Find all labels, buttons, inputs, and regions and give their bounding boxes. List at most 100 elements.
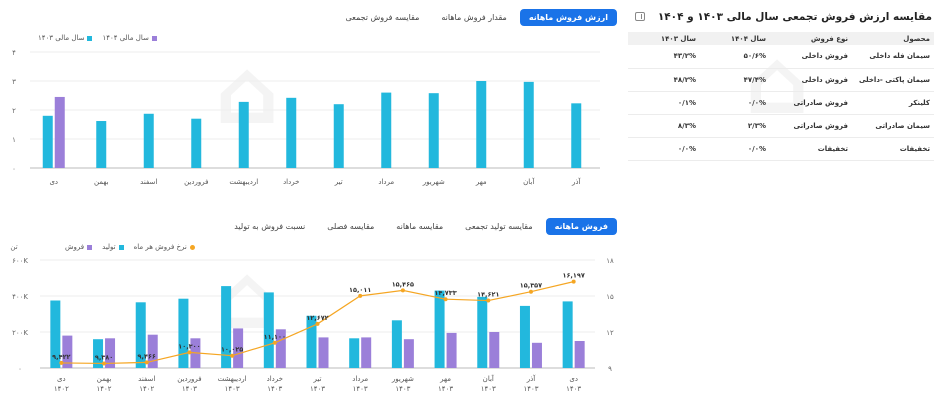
table-cell: فروش صادراتی (770, 114, 852, 138)
rate-data-label: ۹,۴۲۲ (52, 353, 70, 361)
bar-sales (318, 337, 329, 368)
legend-item-1404[interactable]: سال مالی ۱۴۰۴ (102, 34, 157, 42)
legend-swatch (87, 244, 93, 250)
tab-cumulative-sales-comparison[interactable]: مقایسه فروش تجمعی (345, 13, 420, 22)
rate-point (272, 340, 277, 345)
bar-production (477, 296, 488, 368)
tab-sales-to-production-ratio[interactable]: نسبت فروش به تولید (234, 222, 306, 231)
table-row: کلینکر فروش صادراتی ۰/۰% ۰/۱% (628, 91, 934, 115)
rate-data-label: ۹,۳۸۰ (95, 353, 113, 361)
rate-data-label: ۱۰,۳۰۰ (178, 342, 200, 350)
tab-seasonal-comparison[interactable]: مقایسه فصلی (327, 222, 375, 231)
table-row: سیمان صادراتی فروش صادراتی ۲/۳% ۸/۳% (628, 114, 934, 138)
legend-label: سال مالی ۱۴۰۳ (38, 34, 85, 42)
column-header-1403: سال ۱۴۰۳ (628, 32, 700, 45)
bar-production (306, 315, 317, 368)
table-cell: ۰/۰% (700, 91, 770, 115)
tab-monthly-sales-value[interactable]: ارزش فروش ماهانه (519, 9, 617, 26)
x-tick-label-year: ۱۴۰۳ (225, 385, 240, 393)
legend-item-production[interactable]: تولید (102, 243, 124, 251)
table-row: تخفیفات تخفیفات ۰/۰% ۰/۰% (628, 137, 934, 161)
x-tick-label: مرداد (378, 178, 394, 186)
panel-toggle-icon[interactable] (635, 12, 645, 21)
tab-cumulative-production-comparison[interactable]: مقایسه تولید تجمعی (465, 222, 533, 231)
x-tick-label-month: اسفند (138, 375, 155, 383)
legend-swatch (151, 35, 157, 41)
y-tick-label: ۰ (18, 365, 22, 373)
y-tick-label: ۲۰۰K (12, 329, 28, 337)
x-tick-label-month: آبان (483, 374, 495, 383)
x-tick-label-month: مهر (439, 375, 451, 383)
x-tick-label: خرداد (283, 178, 299, 186)
top-chart-tabs: ارزش فروش ماهانه مقدار فروش ماهانه مقایس… (336, 9, 617, 26)
x-tick-label-year: ۱۴۰۲ (139, 385, 154, 393)
x-tick-label-year: ۱۴۰۳ (566, 385, 581, 393)
rate-point (230, 353, 235, 358)
legend-item-rate[interactable]: نرخ فروش هر ماه (134, 243, 195, 251)
legend-item-sales[interactable]: فروش (65, 243, 93, 251)
table-cell: ۴۷/۴% (700, 68, 770, 92)
y-tick-label: ۴ (12, 49, 16, 57)
x-tick-label-month: مرداد (352, 375, 368, 383)
bottom-chart-tabs: فروش ماهانه مقایسه تولید تجمعی مقایسه ما… (225, 218, 617, 235)
rate-point (59, 360, 64, 365)
bar-1403 (476, 81, 487, 168)
x-tick-label-month: بهمن (97, 375, 112, 383)
table-cell: فروش داخلی (770, 45, 852, 69)
x-tick-label-year: ۱۴۰۳ (353, 385, 368, 393)
bar-1404 (54, 96, 65, 168)
table-cell: ۲/۳% (700, 114, 770, 138)
bar-production (135, 302, 146, 368)
rate-data-label: ۱۵,۴۶۵ (392, 280, 414, 288)
y-tick-label: ۶۰۰K (12, 257, 28, 265)
table-cell: ۸/۳% (628, 114, 700, 138)
bar-1403 (143, 113, 154, 168)
table-cell: سیمان پاکتی -داخلی (852, 68, 934, 92)
x-tick-label-year: ۱۴۰۳ (267, 385, 282, 393)
top-bar-chart: ۰ ۱ ۲ ۳ ۴ دی بهمن اسفند فروردین اردیبهشت خرداد تیر م… (12, 49, 600, 186)
legend-swatch (189, 244, 195, 250)
rate-data-label: ۱۱,۱۰۰ (264, 333, 286, 341)
rate-data-label: ۹,۴۶۶ (138, 352, 156, 360)
tab-monthly-sales-quantity[interactable]: مقدار فروش ماهانه (441, 13, 507, 22)
table-cell: ۰/۰% (700, 137, 770, 161)
x-tick-label: آبان (523, 177, 535, 186)
bar-1403 (286, 97, 297, 168)
legend-swatch (87, 35, 93, 41)
bar-production (434, 290, 445, 368)
bar-sales (275, 329, 286, 368)
x-tick-label-month: دی (57, 375, 66, 383)
x-tick-label: اسفند (140, 178, 157, 186)
legend-item-1403[interactable]: سال مالی ۱۴۰۳ (38, 34, 93, 42)
y-tick-label: ۲ (12, 107, 16, 115)
legend-label: سال مالی ۱۴۰۴ (102, 34, 149, 42)
y2-tick-label: ۹ (608, 365, 612, 373)
rate-point (144, 360, 149, 365)
bar-production (50, 300, 61, 368)
x-tick-label: مهر (475, 178, 487, 186)
tab-monthly-comparison[interactable]: مقایسه ماهانه (396, 222, 444, 231)
bar-1403 (523, 81, 534, 168)
rate-data-label: ۱۲,۶۷۲ (306, 314, 328, 322)
legend-label: نرخ فروش هر ماه (133, 243, 187, 251)
rate-point (102, 361, 107, 366)
bar-production (562, 301, 573, 368)
rate-point (400, 288, 405, 293)
bar-sales (574, 341, 585, 368)
x-tick-label-month: تیر (313, 375, 322, 383)
bar-production (221, 286, 232, 368)
x-tick-label: شهریور (422, 178, 445, 186)
x-tick-label-year: ۱۴۰۳ (182, 385, 197, 393)
y-tick-label: ۰ (12, 165, 16, 173)
bar-sales (446, 332, 457, 368)
tab-monthly-sales[interactable]: فروش ماهانه (545, 218, 617, 235)
x-tick-label-year: ۱۴۰۳ (438, 385, 453, 393)
bottom-chart-legend: نرخ فروش هر ماه تولید فروش (65, 243, 195, 251)
x-tick-label-year: ۱۴۰۲ (97, 385, 112, 393)
x-tick-label-year: ۱۴۰۲ (54, 385, 69, 393)
table-row: سیمان فله داخلی فروش داخلی ۵۰/۶% ۴۳/۲% (628, 45, 934, 69)
legend-label: فروش (65, 243, 85, 251)
table-cell: ۴۳/۲% (628, 45, 700, 69)
bar-1403 (96, 121, 107, 168)
y-axis-label: تن (10, 243, 17, 251)
